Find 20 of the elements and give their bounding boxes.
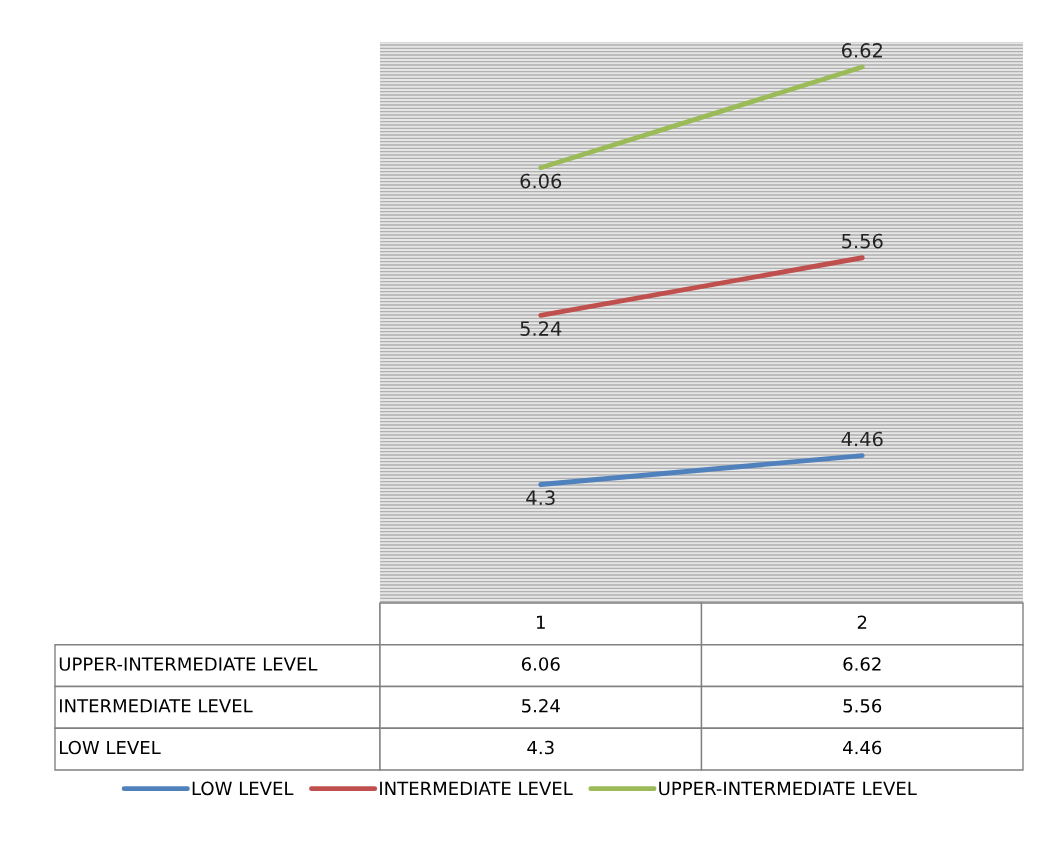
text: INTERMEDIATE LEVEL bbox=[60, 699, 253, 713]
data-label: 6.62 bbox=[843, 657, 881, 671]
annotation: 4.3 bbox=[526, 490, 555, 506]
data-label: 4.46 bbox=[843, 740, 882, 755]
text: UPPER-INTERMEDIATE LEVEL bbox=[59, 657, 318, 671]
data-label: 5.24 bbox=[522, 698, 560, 713]
annotation: 5.56 bbox=[842, 233, 883, 249]
annotation: 5.24 bbox=[520, 321, 562, 336]
legend-label: LOW LEVEL bbox=[192, 781, 294, 796]
data-label: 6.06 bbox=[521, 657, 560, 671]
data-label: 4.3 bbox=[527, 740, 554, 755]
annotation: 6.62 bbox=[841, 43, 882, 58]
x-tick-label: 2 bbox=[857, 615, 867, 629]
annotation: 6.06 bbox=[520, 173, 562, 189]
legend-label: INTERMEDIATE LEVEL bbox=[380, 781, 573, 795]
annotation: 4.46 bbox=[841, 431, 883, 447]
text: LOW LEVEL bbox=[60, 740, 161, 755]
legend-label: UPPER-INTERMEDIATE LEVEL bbox=[659, 781, 917, 796]
data-label: 5.56 bbox=[843, 698, 882, 713]
x-tick-label: 1 bbox=[536, 615, 545, 629]
